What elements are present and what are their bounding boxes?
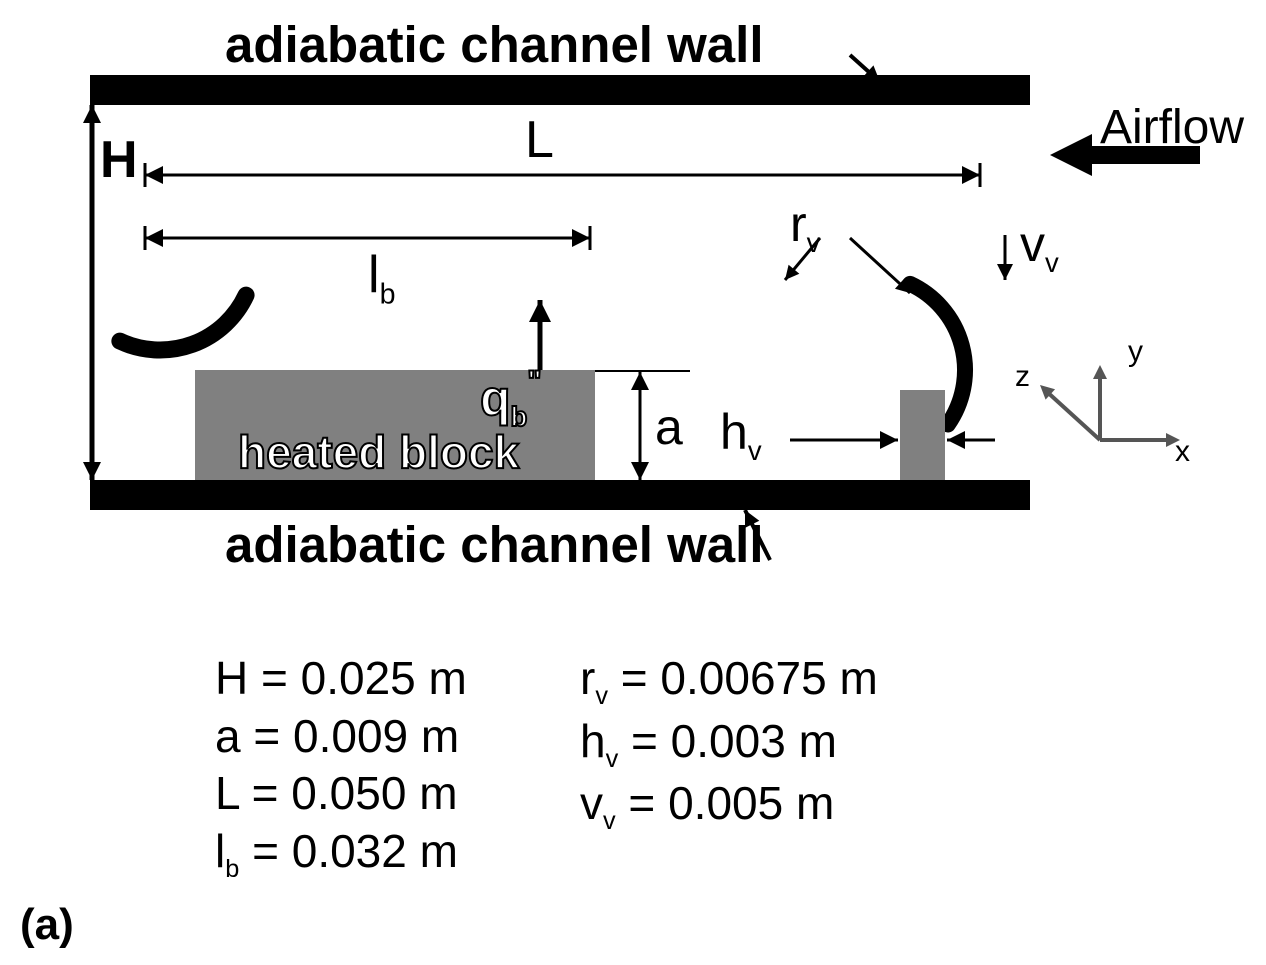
dim-hv: hv = 0.003 m bbox=[580, 713, 878, 776]
label-wall-bottom: adiabatic channel wall bbox=[225, 515, 764, 574]
dim-lb: lb = 0.032 m bbox=[215, 823, 467, 886]
label-hv-sub: v bbox=[748, 435, 762, 466]
label-airflow: Airflow bbox=[1100, 100, 1244, 155]
dim-vv: vv = 0.005 m bbox=[580, 775, 878, 838]
label-L: L bbox=[525, 110, 554, 170]
dim-vv-sub: v bbox=[603, 808, 616, 836]
label-rv-main: r bbox=[790, 196, 807, 252]
dim-a: a = 0.009 m bbox=[215, 708, 467, 766]
label-a: a bbox=[655, 398, 683, 456]
dim-H: H = 0.025 m bbox=[215, 650, 467, 708]
dim-rv-name: r bbox=[580, 652, 595, 704]
dimension-list-right: rv = 0.00675 m hv = 0.003 m vv = 0.005 m bbox=[580, 650, 878, 838]
dim-rv-sub: v bbox=[595, 682, 608, 710]
dim-hv-val: = 0.003 m bbox=[618, 715, 837, 767]
label-axis-x: x bbox=[1175, 435, 1190, 469]
label-vv-sub: v bbox=[1045, 247, 1059, 278]
dimension-list-left: H = 0.025 m a = 0.009 m L = 0.050 m lb =… bbox=[215, 650, 467, 885]
label-hv-main: h bbox=[720, 404, 748, 460]
label-vv: vv bbox=[1020, 215, 1059, 279]
channel-wall-top bbox=[90, 75, 1030, 105]
label-heated-block: heated block bbox=[238, 425, 519, 479]
figure-canvas: adiabatic channel wall adiabatic channel… bbox=[0, 0, 1266, 965]
label-q-sup: " bbox=[527, 365, 541, 398]
channel-wall-bottom bbox=[90, 480, 1030, 510]
label-q: qb" bbox=[480, 365, 542, 433]
label-q-main: q bbox=[480, 370, 511, 426]
label-axis-y: y bbox=[1128, 335, 1143, 369]
label-wall-top: adiabatic channel wall bbox=[225, 15, 764, 74]
vane-post bbox=[900, 390, 945, 480]
dim-hv-name: h bbox=[580, 715, 606, 767]
dim-lb-name: l bbox=[215, 825, 225, 877]
label-hv: hv bbox=[720, 403, 762, 467]
label-lb-main: l bbox=[368, 246, 380, 304]
dim-hv-sub: v bbox=[606, 745, 619, 773]
label-lb-sub: b bbox=[380, 278, 396, 310]
label-rv: rv bbox=[790, 195, 820, 259]
dim-rv-val: = 0.00675 m bbox=[608, 652, 878, 704]
label-H: H bbox=[100, 130, 138, 190]
dim-lb-sub: b bbox=[225, 855, 239, 883]
label-rv-sub: v bbox=[807, 227, 821, 258]
label-lb: lb bbox=[368, 245, 395, 311]
dim-lb-val: = 0.032 m bbox=[239, 825, 458, 877]
dim-L: L = 0.050 m bbox=[215, 765, 467, 823]
label-vv-main: v bbox=[1020, 216, 1045, 272]
dim-vv-name: v bbox=[580, 777, 603, 829]
dim-vv-val: = 0.005 m bbox=[616, 777, 835, 829]
label-panel: (a) bbox=[20, 900, 74, 950]
label-axis-z: z bbox=[1015, 360, 1030, 394]
dim-rv: rv = 0.00675 m bbox=[580, 650, 878, 713]
